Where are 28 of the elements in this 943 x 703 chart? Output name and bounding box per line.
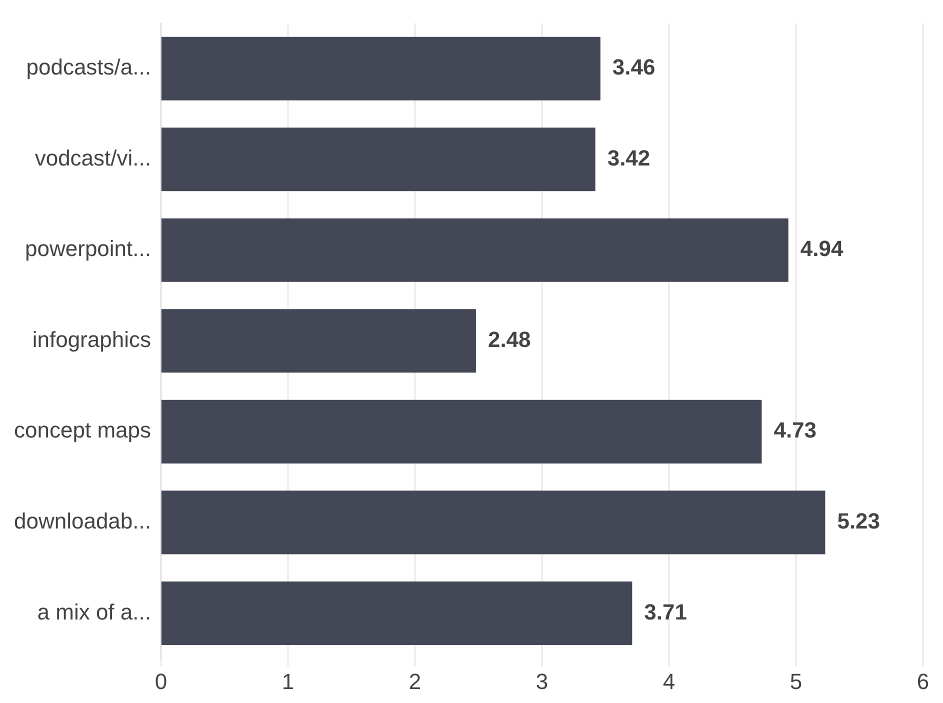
bar: [161, 128, 596, 192]
y-tick-label: infographics: [32, 326, 151, 352]
y-tick-label: vodcast/vi...: [34, 145, 151, 170]
bar: [161, 36, 600, 100]
bar: [161, 218, 788, 282]
data-label: 2.48: [488, 326, 531, 352]
y-tick-label: concept maps: [14, 418, 151, 443]
x-tick-label: 5: [790, 668, 802, 694]
y-tick-label: downloadab...: [14, 508, 151, 534]
y-tick-label: powerpoint...: [25, 236, 151, 262]
bar: [161, 490, 826, 554]
y-tick-label: podcasts/a...: [26, 54, 151, 80]
data-label: 4.73: [774, 418, 817, 443]
x-tick-label: 4: [662, 668, 676, 694]
x-tick-label: 2: [408, 668, 422, 694]
bar: [161, 581, 632, 645]
x-tick-label: 3: [536, 668, 548, 694]
data-label: 3.46: [612, 54, 656, 80]
data-label: 3.42: [607, 145, 650, 170]
x-tick-label: 6: [916, 668, 930, 694]
data-label: 4.94: [800, 236, 844, 262]
y-tick-label: a mix of a...: [37, 599, 151, 624]
bar: [161, 400, 762, 464]
data-label: 3.71: [644, 599, 687, 624]
bar: [161, 309, 476, 373]
x-tick-label: 1: [282, 668, 294, 694]
x-tick-label: 0: [154, 668, 168, 694]
data-label: 5.23: [837, 508, 880, 534]
